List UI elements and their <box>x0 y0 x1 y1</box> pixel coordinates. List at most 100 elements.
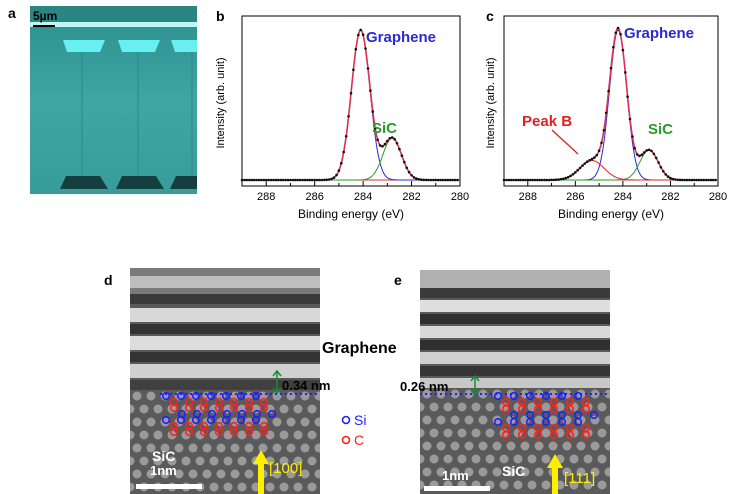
lattice-band <box>130 336 320 350</box>
data-point <box>444 178 447 182</box>
spacing-label-d: 0.34 nm <box>282 378 331 393</box>
lattice-spot <box>272 443 282 453</box>
lattice-band <box>130 324 320 334</box>
lattice-spot <box>279 430 289 440</box>
data-point <box>685 178 689 182</box>
data-point <box>405 166 408 170</box>
data-point <box>640 153 644 156</box>
data-point <box>274 178 278 182</box>
data-point <box>664 173 667 176</box>
lattice-spot <box>534 441 544 451</box>
data-point <box>262 178 266 182</box>
direction-arrow-d <box>253 450 269 494</box>
data-point <box>631 135 634 138</box>
lattice-spot <box>583 454 593 464</box>
lattice-spot <box>541 480 551 490</box>
c-atom-marker <box>229 403 239 413</box>
lattice-spot <box>604 441 610 451</box>
data-point <box>531 178 534 182</box>
data-point <box>545 178 549 182</box>
data-point <box>595 153 598 157</box>
lattice-spot <box>436 415 446 425</box>
data-point <box>364 47 367 50</box>
si-atom-marker <box>525 417 535 427</box>
data-point <box>688 178 691 182</box>
lattice-spot <box>422 415 432 425</box>
data-point <box>335 173 338 177</box>
lattice-spot <box>590 441 600 451</box>
data-point <box>240 178 244 182</box>
lattice-spot <box>527 454 537 464</box>
lattice-spot <box>223 482 233 492</box>
data-point <box>647 148 651 152</box>
spacing-arrow-d <box>272 369 282 395</box>
data-point <box>245 178 249 182</box>
data-point <box>366 67 370 70</box>
panel-letter-d: d <box>104 272 113 288</box>
lattice-spot <box>181 456 191 466</box>
lattice-spot <box>130 456 135 466</box>
data-point <box>607 89 610 93</box>
lattice-spot <box>202 443 212 453</box>
data-point <box>255 178 258 182</box>
xps-chart-c: 288 286 284 282 280 Intensity (arb. unit) Bi… <box>485 15 727 221</box>
data-point <box>695 178 698 182</box>
lattice-spot <box>576 467 586 477</box>
si-marker-icon <box>341 415 351 425</box>
lattice-spot <box>307 430 317 440</box>
si-atom-marker <box>161 391 171 401</box>
direction-arrow-e <box>547 454 563 494</box>
lattice-spot <box>569 428 579 438</box>
lattice-spot <box>160 469 170 479</box>
data-point <box>626 95 629 98</box>
lattice-spot <box>492 467 502 477</box>
data-point <box>676 178 679 182</box>
tem-image-d-graphic <box>130 268 320 494</box>
data-point <box>616 26 620 30</box>
lattice-spot <box>513 428 523 438</box>
data-point <box>597 149 601 152</box>
component-curve-sic <box>242 137 459 181</box>
data-point <box>301 178 304 182</box>
tem-image-e-graphic <box>420 270 610 494</box>
x-tick-label: 286 <box>305 191 323 203</box>
data-point <box>638 154 641 158</box>
panel-letter-b: b <box>216 8 225 24</box>
lattice-spot <box>464 389 474 399</box>
sem-image-a: 5µm <box>30 6 197 194</box>
lattice-spot <box>569 454 579 464</box>
data-point <box>298 178 302 182</box>
data-point <box>519 178 522 182</box>
x-tick-label: 284 <box>614 191 632 203</box>
data-point <box>547 178 551 182</box>
lattice-spot <box>513 480 523 490</box>
lattice-spot <box>534 467 544 477</box>
data-point <box>702 178 705 182</box>
lattice-spot <box>307 482 317 492</box>
panel-letter-a: a <box>8 5 16 21</box>
data-point <box>306 178 309 182</box>
lattice-band <box>420 300 610 312</box>
lattice-spot <box>195 456 205 466</box>
data-point <box>609 66 613 70</box>
data-point <box>681 178 684 182</box>
component-curve-graphene <box>504 29 717 181</box>
c-atom-marker <box>169 403 179 413</box>
spacing-arrow-e <box>470 374 480 397</box>
data-point <box>578 166 582 170</box>
lattice-spot <box>139 456 149 466</box>
lattice-spot <box>457 454 467 464</box>
lattice-spot <box>132 417 142 427</box>
si-atom-marker <box>221 415 231 425</box>
lattice-spot <box>307 456 317 466</box>
lattice-band <box>130 380 320 390</box>
lattice-spot <box>450 467 460 477</box>
data-point <box>612 45 615 49</box>
lattice-spot <box>230 443 240 453</box>
data-point <box>521 178 525 182</box>
data-point <box>645 149 648 152</box>
lattice-spot <box>139 404 149 414</box>
data-point <box>277 178 280 182</box>
lattice-spot <box>272 391 282 401</box>
data-point <box>264 178 268 182</box>
